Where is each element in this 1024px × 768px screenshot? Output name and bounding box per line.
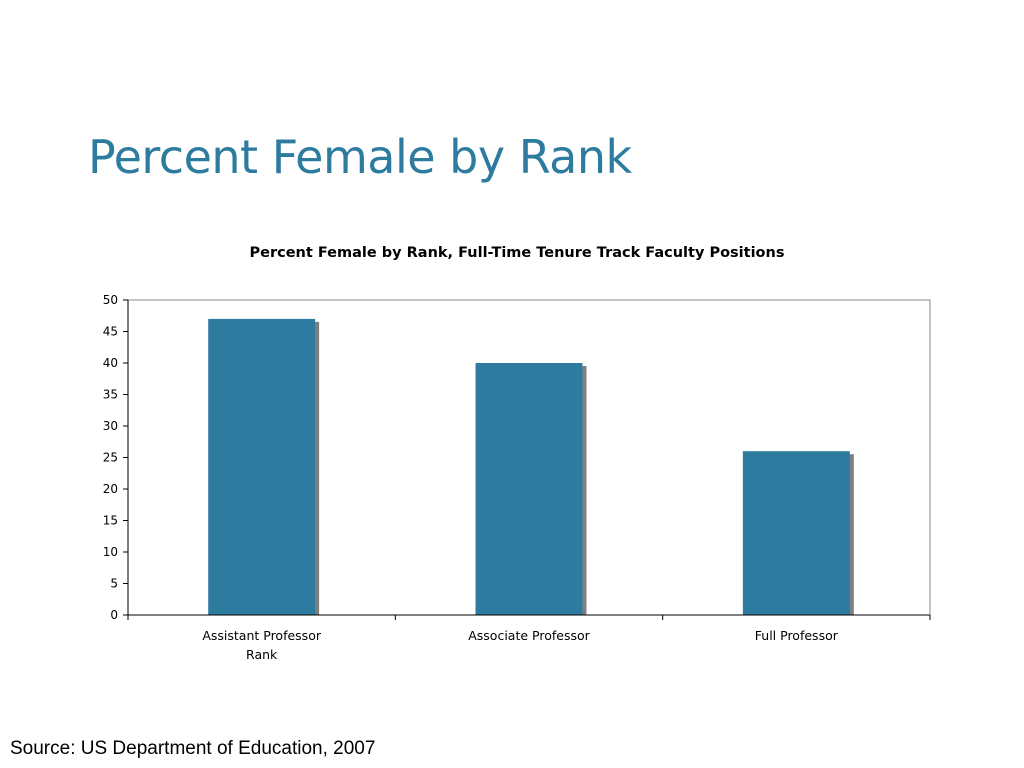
y-tick-label: 30 <box>103 419 118 433</box>
x-category-label: Assistant Professor <box>202 628 322 643</box>
slide-title: Percent Female by Rank <box>88 130 632 184</box>
y-tick-label: 10 <box>103 545 118 559</box>
bar <box>475 363 583 615</box>
bar-chart: Percent Female by Rank, Full-Time Tenure… <box>103 245 931 662</box>
y-tick-label: 25 <box>103 451 118 465</box>
y-tick-label: 15 <box>103 514 118 528</box>
x-category-label: Full Professor <box>755 628 839 643</box>
y-tick-label: 40 <box>103 356 118 370</box>
y-tick-label: 45 <box>103 325 118 339</box>
y-tick-label: 0 <box>110 608 118 622</box>
x-category-label: Associate Professor <box>468 628 590 643</box>
bar <box>742 451 850 615</box>
bars-layer <box>208 318 854 615</box>
y-tick-label: 50 <box>103 293 118 307</box>
y-tick-label: 35 <box>103 388 118 402</box>
y-axis: 0 5 10 15 20 25 30 35 40 45 50 <box>103 293 129 622</box>
source-note: Source: US Department of Education, 2007 <box>10 738 376 759</box>
y-tick-label: 20 <box>103 482 118 496</box>
x-axis-title: Rank <box>246 647 278 662</box>
y-tick-label: 5 <box>110 577 118 591</box>
x-axis: Assistant Professor Associate Professor Fu… <box>127 614 931 662</box>
bar <box>208 318 316 615</box>
chart-title: Percent Female by Rank, Full-Time Tenure… <box>250 245 785 261</box>
